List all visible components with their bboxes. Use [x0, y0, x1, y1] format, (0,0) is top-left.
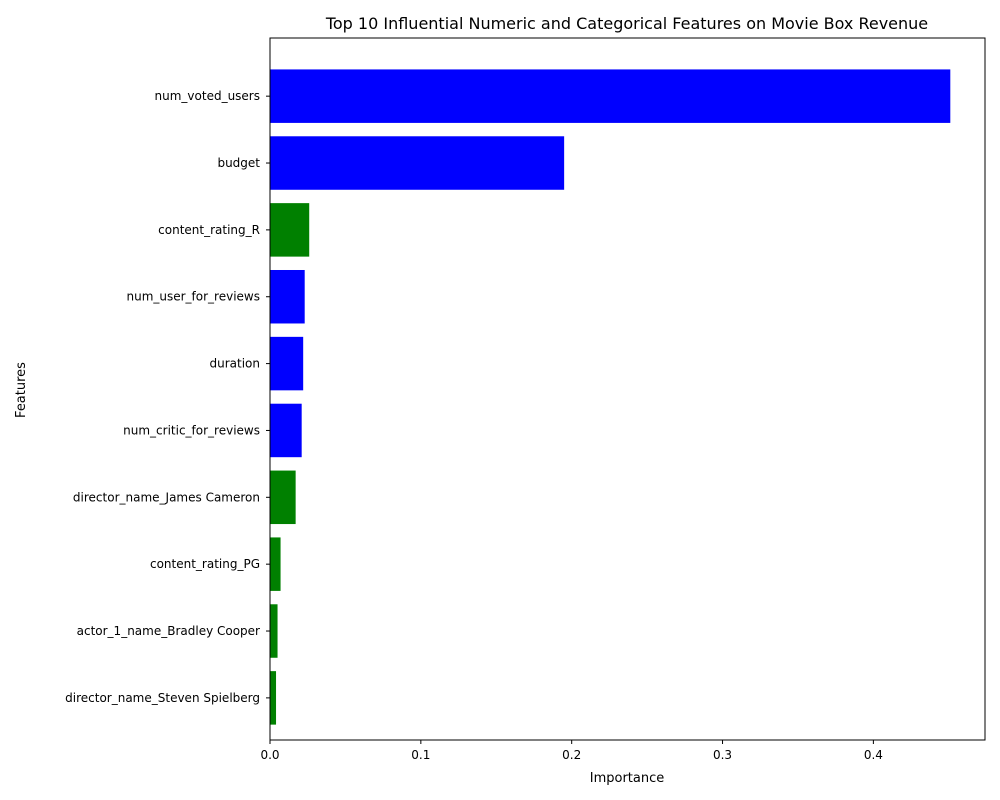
- bar-actor-1-name-bradley-cooper: [270, 604, 278, 658]
- y-axis-label: Features: [14, 362, 29, 418]
- y-tick-label: director_name_Steven Spielberg: [65, 691, 260, 705]
- y-tick-label: content_rating_PG: [150, 557, 260, 571]
- bars-group: [270, 69, 951, 725]
- chart-title: Top 10 Influential Numeric and Categoric…: [325, 14, 928, 33]
- y-tick-label: num_critic_for_reviews: [123, 423, 260, 437]
- x-tick-label: 0.1: [411, 748, 430, 762]
- x-tick-label: 0.2: [562, 748, 581, 762]
- y-tick-label: content_rating_R: [158, 223, 260, 237]
- y-tick-label: duration: [210, 357, 261, 371]
- x-tick-label: 0.0: [260, 748, 279, 762]
- y-tick-label: budget: [217, 156, 260, 170]
- bar-director-name-james-cameron: [270, 470, 296, 525]
- bar-duration: [270, 336, 304, 391]
- x-axis-label: Importance: [590, 771, 665, 786]
- y-tick-label: actor_1_name_Bradley Cooper: [77, 624, 260, 638]
- x-tick-label: 0.4: [864, 748, 883, 762]
- y-tick-label: num_voted_users: [155, 89, 260, 103]
- bar-director-name-steven-spielberg: [270, 671, 277, 725]
- bar-content-rating-pg: [270, 537, 281, 591]
- x-tick-label: 0.3: [713, 748, 732, 762]
- y-tick-label: num_user_for_reviews: [126, 290, 260, 304]
- bar-num-critic-for-reviews: [270, 403, 302, 458]
- y-tick-label: director_name_James Cameron: [73, 490, 260, 504]
- bar-num-user-for-reviews: [270, 269, 305, 324]
- bar-num-voted-users: [270, 69, 951, 123]
- plot-frame: [269, 37, 986, 741]
- bar-budget: [270, 136, 565, 190]
- bar-content-rating-r: [270, 203, 310, 257]
- plot-border: [269, 37, 986, 741]
- x-axis-ticks: 0.0 0.1 0.2 0.3 0.4: [260, 740, 883, 762]
